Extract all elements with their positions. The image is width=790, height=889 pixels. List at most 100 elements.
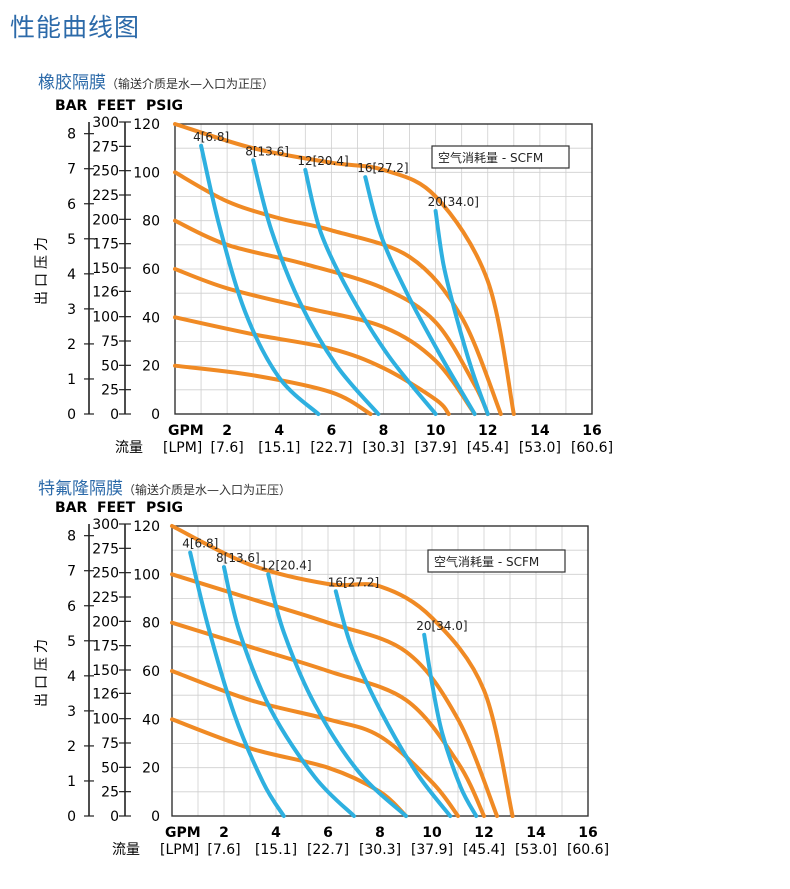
air-curve-label: 8[13.6] <box>216 551 260 565</box>
feet-tick-label: 0 <box>110 809 119 825</box>
x-tick-label-lpm: [22.7] <box>310 440 352 456</box>
pressure-curve <box>173 170 503 416</box>
air-consumption-curve <box>333 589 453 818</box>
x-tick-label: 8 <box>379 423 389 439</box>
x-tick-label: 10 <box>426 423 446 439</box>
legend-box <box>431 145 570 169</box>
feet-tick-label: 100 <box>92 712 119 728</box>
x-tick-label: 16 <box>582 423 601 439</box>
feet-tick-label: 100 <box>92 310 119 326</box>
x-unit-gpm: GPM <box>168 423 204 439</box>
bar-tick-label: 5 <box>67 232 76 248</box>
y-axis-title: 出口压力 <box>34 233 50 305</box>
x-tick-label: 14 <box>526 825 546 841</box>
air-curve-label: 20[34.0] <box>416 619 467 633</box>
y-unit-feet: FEET <box>97 500 136 516</box>
feet-tick-label: 200 <box>92 212 119 228</box>
legend-box <box>427 549 566 573</box>
x-axis-title: 流量 <box>115 440 143 456</box>
x-tick-label: 2 <box>222 423 232 439</box>
feet-tick-label: 126 <box>92 686 119 702</box>
pressure-curve <box>173 363 373 416</box>
psig-tick-label: 20 <box>142 761 160 777</box>
rubber-section-title: 橡胶隔膜（输送介质是水—入口为正压） <box>38 68 274 93</box>
x-tick-label: 4 <box>271 825 281 841</box>
feet-tick-label: 25 <box>101 785 119 801</box>
pressure-curve <box>173 315 451 416</box>
x-tick-label-lpm: [45.4] <box>463 842 505 858</box>
y-unit-feet: FEET <box>97 98 136 114</box>
air-consumption-curve <box>303 167 438 416</box>
pressure-curve <box>173 267 477 416</box>
y-unit-psig: PSIG <box>146 98 183 114</box>
x-unit-gpm: GPM <box>165 825 201 841</box>
x-tick-label: 16 <box>578 825 597 841</box>
pressure-curve <box>170 572 499 818</box>
x-tick-label-lpm: [22.7] <box>307 842 349 858</box>
psig-tick-label: 20 <box>142 359 160 375</box>
feet-tick-label: 126 <box>92 284 119 300</box>
x-tick-label-lpm: [7.6] <box>211 440 244 456</box>
x-tick-label-lpm: [60.6] <box>567 842 609 858</box>
y-axis-title: 出口压力 <box>34 635 50 707</box>
feet-tick-label: 50 <box>101 760 119 776</box>
x-tick-label: 14 <box>530 423 550 439</box>
bar-tick-label: 6 <box>67 197 76 213</box>
air-curve-label: 12[20.4] <box>260 558 311 572</box>
x-tick-label-lpm: [45.4] <box>467 440 509 456</box>
x-tick-label: 8 <box>375 825 385 841</box>
x-tick-label-lpm: [53.0] <box>515 842 557 858</box>
air-consumption-curve <box>188 550 286 818</box>
feet-tick-label: 0 <box>110 407 119 423</box>
bar-tick-label: 4 <box>67 267 76 283</box>
feet-tick-label: 275 <box>92 541 119 557</box>
bar-tick-label: 7 <box>67 564 76 580</box>
bar-tick-label: 1 <box>67 372 76 388</box>
feet-tick-label: 150 <box>92 663 119 679</box>
air-consumption-curve <box>433 209 490 416</box>
bar-tick-label: 4 <box>67 669 76 685</box>
x-tick-label: 12 <box>474 825 493 841</box>
feet-tick-label: 200 <box>92 614 119 630</box>
air-curve-label: 12[20.4] <box>297 154 348 168</box>
air-curve-label: 20[34.0] <box>428 195 479 209</box>
y-unit-bar: BAR <box>55 98 88 114</box>
x-tick-label: 6 <box>323 825 333 841</box>
psig-tick-label: 40 <box>142 712 160 728</box>
air-curve-label: 4[6.8] <box>182 537 218 551</box>
feet-tick-label: 75 <box>101 334 119 350</box>
x-tick-label-lpm: [60.6] <box>571 440 613 456</box>
feet-tick-label: 300 <box>92 517 119 533</box>
feet-tick-label: 50 <box>101 358 119 374</box>
x-tick-label: 6 <box>327 423 337 439</box>
air-consumption-curve <box>422 632 479 818</box>
ptfe-title-note: （输送介质是水—入口为正压） <box>123 483 292 497</box>
psig-tick-label: 120 <box>133 519 160 535</box>
psig-tick-label: 0 <box>151 809 160 825</box>
bar-tick-label: 0 <box>67 407 76 423</box>
ptfe-diaphragm-chart: 4[6.8]8[13.6]12[20.4] 16[27.2] 20[34.0] 空气消… <box>34 500 609 858</box>
feet-tick-label: 225 <box>92 188 119 204</box>
psig-tick-label: 80 <box>142 616 160 632</box>
y-unit-bar: BAR <box>55 500 88 516</box>
bar-tick-label: 5 <box>67 634 76 650</box>
x-tick-label-lpm: [37.9] <box>411 842 453 858</box>
psig-tick-label: 60 <box>142 664 160 680</box>
bar-tick-label: 2 <box>67 739 76 755</box>
air-curve-label: 16[27.2] <box>357 161 408 175</box>
bar-tick-label: 0 <box>67 809 76 825</box>
air-consumption-curve <box>199 143 321 416</box>
bar-tick-label: 8 <box>67 127 76 143</box>
pressure-curve <box>170 620 486 818</box>
bar-tick-label: 3 <box>67 302 76 318</box>
legend-text: 空气消耗量 - SCFM <box>438 150 543 165</box>
psig-tick-label: 120 <box>133 117 160 133</box>
psig-tick-label: 60 <box>142 262 160 278</box>
psig-tick-label: 40 <box>142 310 160 326</box>
x-tick-label-lpm: [7.6] <box>207 842 240 858</box>
x-tick-label: 4 <box>274 423 284 439</box>
feet-tick-label: 225 <box>92 590 119 606</box>
x-tick-label: 2 <box>219 825 229 841</box>
air-consumption-curve <box>266 572 408 818</box>
bar-tick-label: 8 <box>67 529 76 545</box>
